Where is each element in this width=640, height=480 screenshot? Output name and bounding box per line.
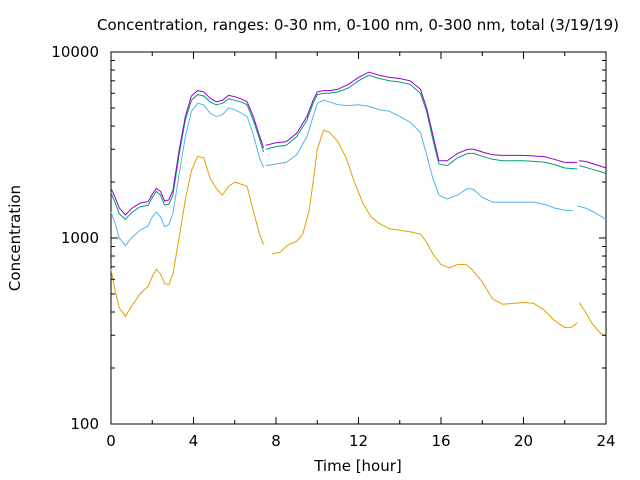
axis-layer: 0 4 8 12 16 20 24 100 1000 10000 [51, 43, 615, 450]
plot-area [110, 51, 607, 425]
series-0-line-segment-1 [271, 129, 578, 329]
chart-title: Concentration, ranges: 0-30 nm, 0-100 nm… [97, 16, 619, 34]
series-0-line-segment-2 [578, 302, 607, 338]
y-tick-label: 1000 [61, 229, 99, 247]
plot-frame [110, 51, 607, 425]
series-2-line-segment-2 [579, 165, 607, 175]
series-2-line-segment-0 [110, 94, 265, 221]
series-layer [110, 71, 607, 338]
series-0-line-segment-0 [110, 155, 265, 318]
x-tick-label: 8 [271, 432, 281, 450]
y-tick-label: 10000 [51, 43, 99, 61]
x-tick-label: 4 [189, 432, 199, 450]
x-tick-label: 16 [431, 432, 450, 450]
y-axis-label: Concentration [6, 185, 24, 291]
x-tick-label: 0 [106, 432, 116, 450]
series-3-line-segment-1 [265, 71, 578, 163]
x-axis-label: Time [hour] [313, 457, 402, 475]
series-1-line-segment-0 [110, 102, 265, 247]
x-tick-label: 20 [514, 432, 533, 450]
series-1-line-segment-2 [576, 205, 607, 220]
series-1-line-segment-1 [265, 99, 574, 212]
series-2-line-segment-1 [265, 74, 578, 170]
series-3-line-segment-0 [110, 90, 265, 216]
y-tick-label: 100 [70, 415, 99, 433]
x-tick-label: 12 [349, 432, 368, 450]
x-tick-label: 24 [596, 432, 615, 450]
series-3-line-segment-2 [579, 160, 607, 169]
